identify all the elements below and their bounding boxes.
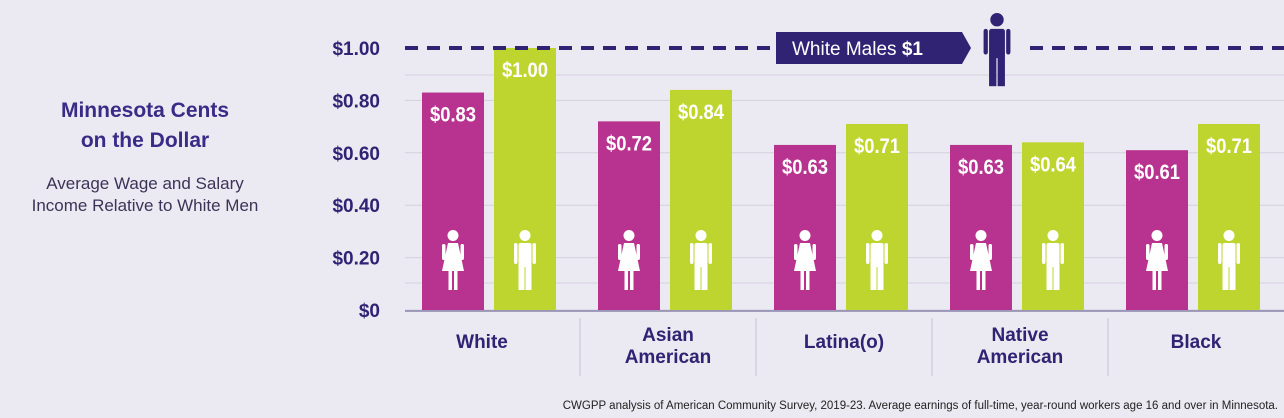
bar-men bbox=[846, 123, 908, 310]
man-icon bbox=[1218, 230, 1240, 290]
chart-title: Minnesota Cents on the Dollar bbox=[0, 96, 290, 156]
x-tick-label: Native bbox=[991, 325, 1048, 346]
x-tick-label: White bbox=[456, 332, 508, 353]
reference-line-label-box bbox=[776, 32, 971, 64]
bar-men bbox=[494, 48, 556, 310]
woman-icon bbox=[1146, 230, 1168, 290]
man-icon bbox=[690, 230, 712, 290]
y-tick-label: $0.20 bbox=[332, 249, 380, 270]
chart-title-line-2: on the Dollar bbox=[80, 129, 210, 152]
x-tick-label: American bbox=[625, 347, 712, 368]
x-tick-label: Latina(o) bbox=[804, 332, 884, 353]
bar-men bbox=[1022, 142, 1084, 310]
y-tick-label: $1.00 bbox=[332, 39, 380, 60]
x-tick-label: Black bbox=[1171, 332, 1222, 353]
woman-icon bbox=[442, 230, 464, 290]
bar-value-label: $0.71 bbox=[1206, 135, 1252, 158]
reference-line-label: White Males $1 bbox=[792, 39, 923, 60]
bar-women bbox=[950, 144, 1012, 310]
bar-value-label: $0.63 bbox=[958, 156, 1004, 179]
bar-value-label: $0.63 bbox=[782, 156, 828, 179]
man-icon bbox=[514, 230, 536, 290]
man-icon bbox=[983, 13, 1011, 87]
woman-icon bbox=[794, 230, 816, 290]
bar-value-label: $0.61 bbox=[1134, 161, 1180, 184]
chart-subtitle: Average Wage and Salary Income Relative … bbox=[0, 173, 290, 217]
woman-icon bbox=[970, 230, 992, 290]
bar-value-label: $0.84 bbox=[678, 101, 724, 124]
x-tick-label: Asian bbox=[642, 325, 694, 346]
man-icon bbox=[1042, 230, 1064, 290]
y-tick-label: $0.40 bbox=[332, 196, 380, 217]
source-footnote: CWGPP analysis of American Community Sur… bbox=[562, 400, 1278, 412]
x-tick-label: American bbox=[977, 347, 1064, 368]
man-icon bbox=[866, 230, 888, 290]
bar-women bbox=[598, 121, 660, 310]
woman-icon bbox=[618, 230, 640, 290]
chart-title-line-1: Minnesota Cents bbox=[60, 99, 230, 122]
bar-value-label: $0.72 bbox=[606, 132, 652, 155]
bar-men bbox=[1198, 123, 1260, 310]
bar-men bbox=[670, 89, 732, 310]
bar-value-label: $0.71 bbox=[854, 135, 900, 158]
bar-women bbox=[774, 144, 836, 310]
bar-value-label: $0.64 bbox=[1030, 153, 1076, 176]
bar-value-label: $1.00 bbox=[502, 59, 548, 82]
chart-subtitle-line-2: Income Relative to White Men bbox=[31, 196, 259, 215]
y-tick-label: $0.80 bbox=[332, 91, 380, 112]
chart-title-panel: Minnesota Cents on the Dollar Average Wa… bbox=[0, 96, 290, 217]
y-tick-label: $0.60 bbox=[332, 144, 380, 165]
chart-subtitle-line-1: Average Wage and Salary bbox=[46, 174, 244, 193]
bar-value-label: $0.83 bbox=[430, 104, 476, 127]
bar-women bbox=[422, 92, 484, 310]
y-tick-label: $0 bbox=[359, 301, 380, 322]
